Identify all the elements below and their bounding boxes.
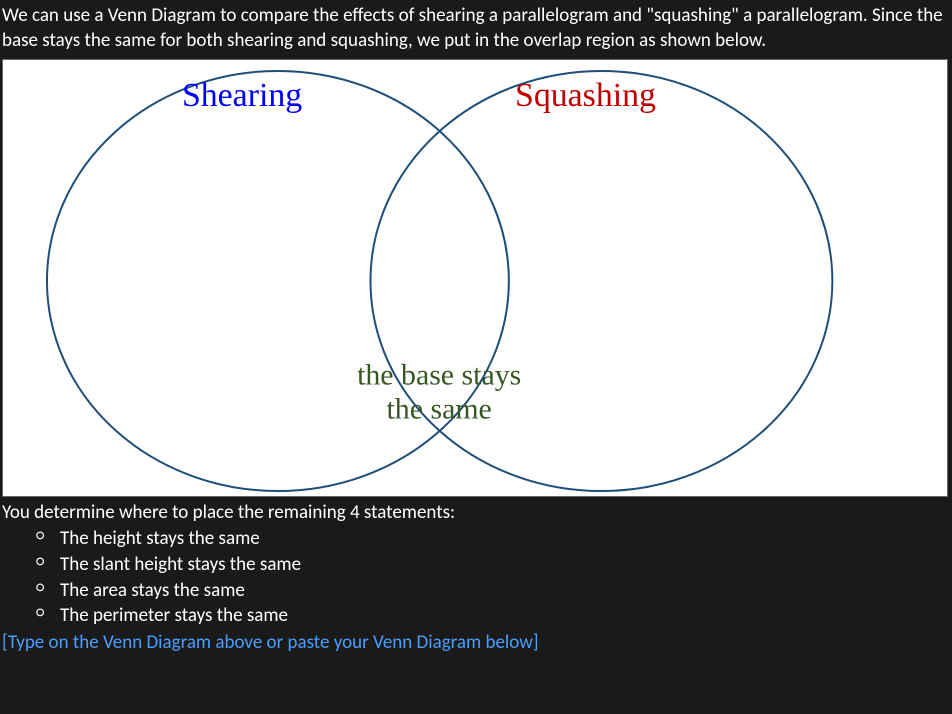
list-item: The slant height stays the same — [36, 552, 952, 578]
venn-svg: Shearing Squashing the base stays the sa… — [3, 60, 947, 496]
venn-overlap-line1: the base stays — [357, 359, 521, 392]
followup-prompt: You determine where to place the remaini… — [0, 497, 952, 526]
list-item: The area stays the same — [36, 578, 952, 604]
intro-paragraph: We can use a Venn Diagram to compare the… — [0, 0, 952, 59]
venn-right-circle — [370, 71, 832, 491]
venn-overlap-line2: the same — [387, 393, 492, 426]
statements-list: The height stays the same The slant heig… — [0, 526, 952, 629]
venn-left-label: Shearing — [182, 77, 302, 114]
venn-diagram-container: Shearing Squashing the base stays the sa… — [2, 59, 948, 497]
list-item: The height stays the same — [36, 526, 952, 552]
instruction-text: [Type on the Venn Diagram above or paste… — [0, 629, 952, 656]
venn-left-circle — [47, 71, 509, 491]
venn-right-label: Squashing — [515, 77, 656, 114]
list-item: The perimeter stays the same — [36, 603, 952, 629]
